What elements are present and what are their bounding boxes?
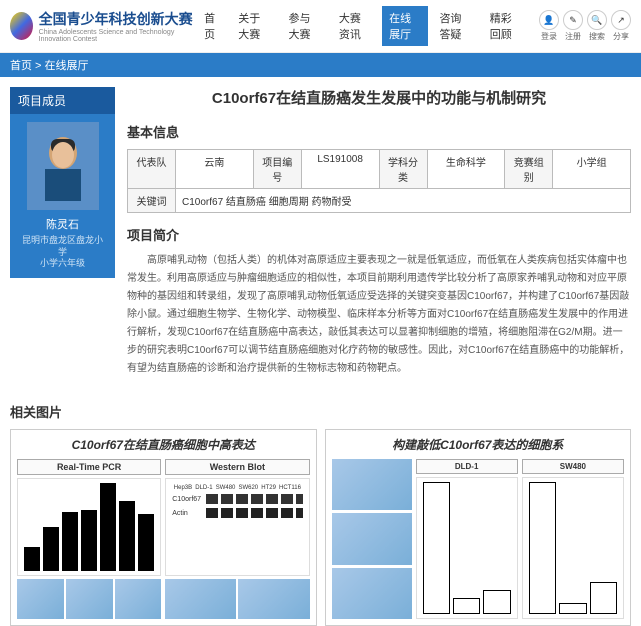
western-blot: Hep3BDLD-1SW480SW620HT29HCT116 C10orf67 … [165,478,309,576]
nav-about[interactable]: 关于大赛 [231,6,277,46]
site-logo[interactable]: 全国青少年科技创新大赛 China Adolescents Science an… [10,9,197,43]
nav-faq[interactable]: 咨询答疑 [432,6,478,46]
info-value-keywords: C10orf67 结直肠癌 细胞周期 药物耐受 [176,189,630,212]
share-icon[interactable]: ↗ [611,10,631,30]
lab-photo [66,579,113,619]
gallery-card-1-title: C10orf67在结直肠癌细胞中高表达 [17,436,310,453]
chart-pcr-label: Real-Time PCR [17,459,161,475]
chart-wb-label: Western Blot [165,459,309,475]
info-value-group: 小学组 [553,150,630,188]
nav-gallery[interactable]: 在线展厅 [382,6,428,46]
gallery-title: 相关图片 [10,402,641,421]
member-avatar [27,122,99,210]
sidebar-title: 项目成员 [10,87,115,114]
logo-icon [10,12,33,40]
nav-news[interactable]: 大赛资讯 [332,6,378,46]
member-grade: 小学六年级 [18,258,107,270]
pcr-chart [17,478,161,576]
lab-photo [17,579,64,619]
dld1-chart [416,477,518,619]
lab-photo [332,459,412,510]
sw480-chart [522,477,624,619]
info-label-subject: 学科分类 [380,150,428,188]
info-value-subject: 生命科学 [428,150,506,188]
lab-photo [115,579,162,619]
header-tools: 👤登录 ✎注册 🔍搜索 ↗分享 [539,10,631,42]
nav-home[interactable]: 首页 [197,6,227,46]
info-label-team: 代表队 [128,150,176,188]
login-icon[interactable]: 👤 [539,10,559,30]
gallery-card-2[interactable]: 构建敲低C10orf67表达的细胞系 DLD-1 SW480 [325,429,632,626]
lab-photo [332,568,412,619]
gallery-card-2-title: 构建敲低C10orf67表达的细胞系 [332,436,625,453]
nav-participate[interactable]: 参与大赛 [282,6,328,46]
member-school: 昆明市盘龙区盘龙小学 [18,235,107,258]
sidebar: 项目成员 陈灵石 昆明市盘龙区盘龙小学 小学六年级 [10,87,115,378]
nav-review[interactable]: 精彩回顾 [483,6,529,46]
page-title: C10orf67在结直肠癌发生发展中的功能与机制研究 [127,87,631,108]
search-icon[interactable]: 🔍 [587,10,607,30]
gallery-card-1[interactable]: C10orf67在结直肠癌细胞中高表达 Real-Time PCR Wester… [10,429,317,626]
site-title: 全国青少年科技创新大赛 [39,9,197,29]
gallery: C10orf67在结直肠癌细胞中高表达 Real-Time PCR Wester… [0,429,641,626]
site-subtitle: China Adolescents Science and Technology… [39,29,197,43]
info-value-id: LS191008 [302,150,380,188]
lab-photo [238,579,309,619]
section-abstract-title: 项目简介 [127,225,631,244]
section-basic-title: 基本信息 [127,122,631,141]
breadcrumb[interactable]: 首页 > 在线展厅 [0,53,641,77]
info-table: 代表队 云南 项目编号 LS191008 学科分类 生命科学 竞赛组别 小学组 [127,149,631,189]
info-label-group: 竞赛组别 [505,150,553,188]
lab-photo [165,579,236,619]
lab-photo [332,513,412,564]
main-nav: 首页 关于大赛 参与大赛 大赛资讯 在线展厅 咨询答疑 精彩回顾 [197,6,529,46]
abstract-text: 高原哺乳动物（包括人类）的机体对高原适应主要表现之一就是低氧适应，而低氧在人类疾… [127,252,631,378]
member-name: 陈灵石 [18,216,107,232]
info-value-team: 云南 [176,150,254,188]
info-label-keywords: 关键词 [128,189,176,212]
register-icon[interactable]: ✎ [563,10,583,30]
chart-dld1-label: DLD-1 [416,459,518,474]
chart-sw480-label: SW480 [522,459,624,474]
info-label-id: 项目编号 [254,150,302,188]
